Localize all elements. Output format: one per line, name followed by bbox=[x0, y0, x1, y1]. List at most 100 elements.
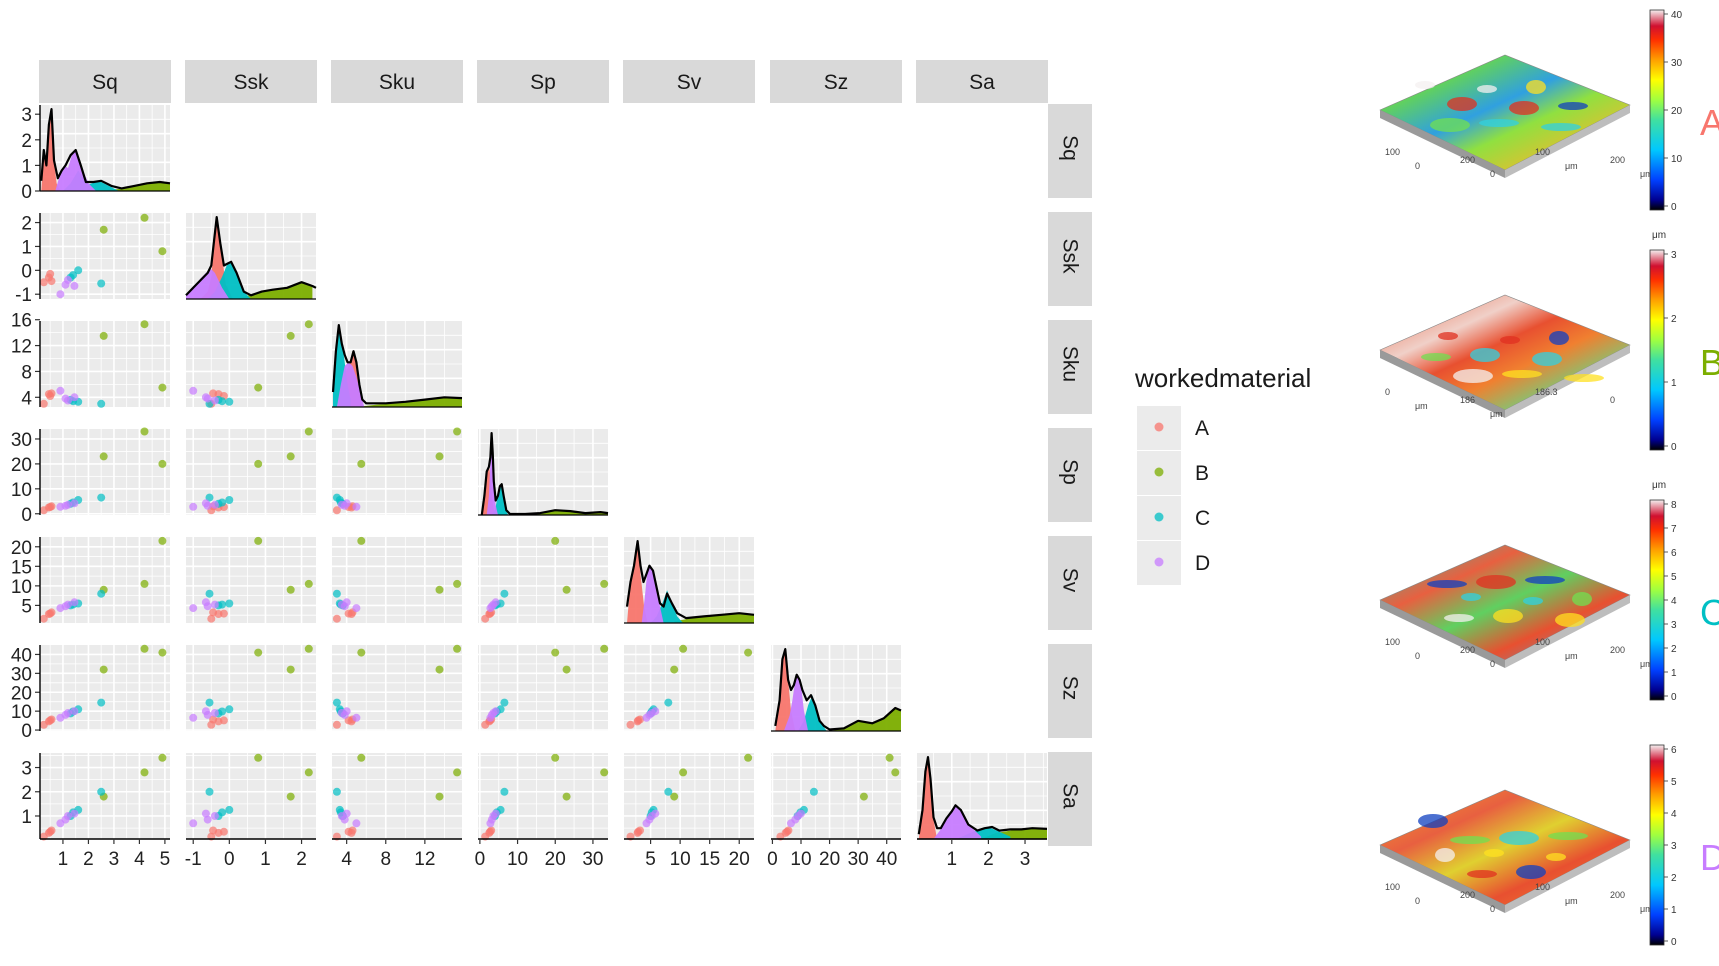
scatter-point-b bbox=[286, 585, 295, 594]
scatter-point-b bbox=[99, 225, 108, 234]
colour-scale-bar bbox=[1649, 9, 1665, 211]
scatter-point-c bbox=[500, 589, 509, 598]
surface-texture bbox=[1546, 853, 1566, 861]
surface-texture bbox=[1418, 814, 1448, 828]
y-tick-label: 0 bbox=[21, 182, 32, 203]
y-axis-sp: 0 10 20 30 bbox=[11, 429, 41, 526]
scatter-point-d bbox=[70, 598, 79, 607]
density-area-b bbox=[674, 613, 754, 623]
scatter-point-b bbox=[744, 648, 753, 657]
scatter-point-b bbox=[254, 648, 263, 657]
scatter-point-b bbox=[140, 427, 149, 436]
scatter-point-d bbox=[651, 809, 660, 818]
panel-sa-sq bbox=[39, 753, 170, 841]
surface-axis-label: 0 bbox=[1385, 387, 1390, 397]
scatter-point-c bbox=[97, 399, 106, 408]
surface-axis-label: μm bbox=[1640, 169, 1653, 179]
scan-letter: D bbox=[1700, 837, 1719, 878]
y-tick-label: 1 bbox=[21, 156, 32, 177]
x-tick-label: 5 bbox=[645, 849, 656, 870]
scatter-point-a bbox=[344, 609, 353, 618]
scatter-point-c bbox=[97, 787, 106, 796]
scatter-point-b bbox=[158, 753, 167, 762]
scatter-point-a bbox=[39, 399, 48, 408]
y-tick-label: 0 bbox=[21, 505, 32, 526]
scatter-point-c bbox=[225, 599, 234, 608]
scatter-point-d bbox=[189, 502, 198, 511]
scatter-point-d bbox=[491, 707, 500, 716]
density-outline bbox=[917, 756, 1048, 835]
scatter-point-a bbox=[39, 614, 48, 623]
density-outline bbox=[40, 108, 171, 190]
surface-texture bbox=[1526, 80, 1546, 94]
x-tick-label: 5 bbox=[160, 849, 171, 870]
scatter-point-a bbox=[344, 827, 353, 836]
scatter-point-b bbox=[254, 536, 263, 545]
x-tick-label: 10 bbox=[507, 849, 528, 870]
scatter-point-d bbox=[491, 598, 500, 607]
scatter-point-c bbox=[205, 589, 214, 598]
row-strip-sz: Sz bbox=[1048, 644, 1092, 738]
panel-sv-sq bbox=[39, 536, 170, 623]
surface-texture bbox=[1525, 576, 1565, 584]
y-tick-label: 2 bbox=[21, 214, 32, 235]
surface-axis-label: μm bbox=[1415, 401, 1428, 411]
surface-axis-label: 0 bbox=[1415, 896, 1420, 906]
scatter-point-d bbox=[201, 499, 210, 508]
surface-texture bbox=[1484, 849, 1504, 857]
scatter-point-b bbox=[679, 644, 688, 653]
colour-scale-tick: 8 bbox=[1671, 500, 1677, 511]
scatter-point-d bbox=[342, 499, 351, 508]
surface-scan-c: 100 200 100 200 0 0 μm μm 8 7 6 5 4 3 2 1 0 μm C bbox=[1379, 480, 1719, 703]
x-tick-label: 30 bbox=[582, 849, 603, 870]
y-tick-label: 40 bbox=[11, 645, 32, 666]
x-tick-label: 3 bbox=[109, 849, 120, 870]
panel-sz-sku bbox=[332, 644, 462, 731]
scatter-point-d bbox=[201, 809, 210, 818]
scatter-point-d bbox=[70, 393, 79, 402]
facet-strip-label: Sz bbox=[824, 71, 849, 94]
scatter-point-d bbox=[64, 812, 72, 820]
colour-scale-tick: 6 bbox=[1671, 548, 1677, 559]
x-tick-label: 10 bbox=[790, 849, 811, 870]
scatter-point-b bbox=[551, 648, 560, 657]
panel-sz-sv bbox=[624, 644, 754, 731]
scatter-point-a bbox=[626, 720, 635, 729]
facet-strip-label: Sv bbox=[677, 71, 702, 94]
surface-texture bbox=[1430, 118, 1470, 132]
surface-side bbox=[1380, 110, 1505, 178]
facet-strip-sv: Sv bbox=[623, 60, 755, 103]
y-tick-label: 30 bbox=[11, 430, 32, 451]
panel-sv-ssk bbox=[186, 536, 316, 623]
scatter-point-a bbox=[46, 609, 55, 618]
scan-letter: B bbox=[1700, 342, 1719, 383]
scatter-point-d bbox=[342, 598, 351, 607]
scatter-point-b bbox=[562, 792, 571, 801]
scatter-point-a bbox=[634, 827, 643, 836]
surface-texture bbox=[1555, 613, 1585, 627]
scatter-point-b bbox=[286, 792, 295, 801]
scatter-point-d bbox=[210, 396, 219, 405]
row-strip-label: Sv bbox=[1059, 568, 1082, 593]
x-tick-label: 0 bbox=[767, 849, 778, 870]
panel-sp-sq bbox=[39, 427, 170, 515]
y-tick-label: 5 bbox=[21, 596, 32, 617]
scatter-point-b bbox=[140, 579, 149, 588]
colour-scale-tick: 4 bbox=[1671, 596, 1677, 607]
scatter-point-c bbox=[218, 600, 227, 609]
y-tick-label: 20 bbox=[11, 538, 32, 559]
surface-plane bbox=[1379, 789, 1631, 906]
surface-texture bbox=[1435, 848, 1455, 862]
scatter-point-b bbox=[158, 247, 167, 256]
row-strip-label: Sq bbox=[1059, 135, 1082, 161]
surface-scan-b: 0 186 186.3 0 μm μm 3 2 1 0 μm B bbox=[1379, 230, 1719, 453]
row-strip-sp: Sp bbox=[1048, 428, 1092, 522]
surface-side bbox=[1380, 350, 1505, 418]
facet-strip-ssk: Ssk bbox=[185, 60, 317, 103]
colour-scale-tick: 0 bbox=[1671, 202, 1677, 213]
surface-axis-label: 200 bbox=[1460, 155, 1475, 165]
scatter-point-b bbox=[357, 648, 366, 657]
colour-scale-tick: 7 bbox=[1671, 524, 1677, 535]
scatter-point-d bbox=[70, 809, 79, 818]
panel-sa-sku bbox=[332, 753, 462, 841]
